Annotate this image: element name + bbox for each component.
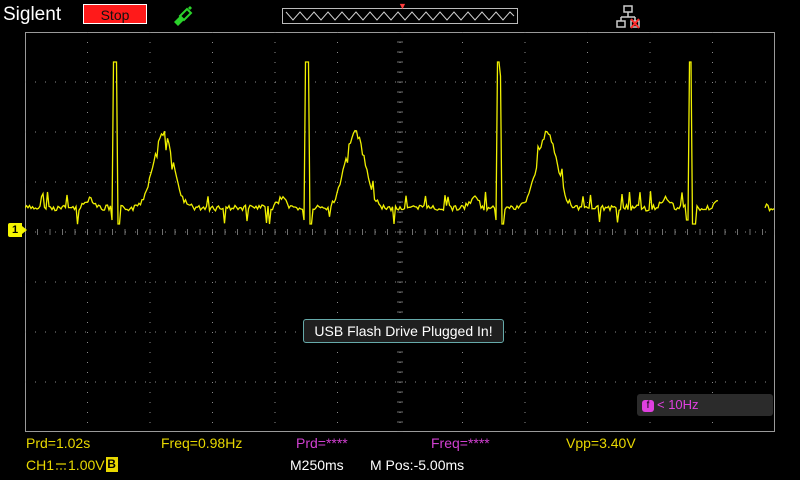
ch1-waveform-trace xyxy=(25,61,719,225)
ch1-waveform-trace-tail xyxy=(764,203,775,212)
trigger-probe-icon xyxy=(174,6,193,26)
measure-frequency-ch2[interactable]: Freq=**** xyxy=(431,435,490,451)
timebase-scale[interactable]: M250ms xyxy=(290,457,344,473)
memory-timeline[interactable] xyxy=(282,8,518,24)
measure-period[interactable]: Prd=1.02s xyxy=(26,435,91,451)
run-stop-indicator[interactable]: Stop xyxy=(83,4,147,24)
top-status-bar: Siglent Stop ▼ xyxy=(0,0,800,32)
ch1-volts-per-div: 1.00V xyxy=(68,457,105,473)
trigger-frequency-status: f < 10Hz xyxy=(637,394,773,416)
usb-notification-popup: USB Flash Drive Plugged In! xyxy=(303,319,504,343)
measure-frequency[interactable]: Freq=0.98Hz xyxy=(161,435,243,451)
ch1-scale-info[interactable]: CH1 1.00V B xyxy=(26,457,118,474)
brand-label: Siglent xyxy=(3,4,62,25)
measure-period-ch2[interactable]: Prd=**** xyxy=(296,435,348,451)
trigger-frequency-value: < 10Hz xyxy=(657,397,699,412)
ch1-offset-marker[interactable]: 1 xyxy=(8,223,27,237)
timeline-waveform-preview xyxy=(285,11,515,21)
scope-graticule[interactable] xyxy=(25,32,775,432)
graticule-gridlines xyxy=(25,32,775,432)
trigger-f-icon: f xyxy=(642,399,654,412)
dc-coupling-icon xyxy=(56,458,67,474)
ch1-label: CH1 xyxy=(26,457,55,473)
measure-vpp[interactable]: Vpp=3.40V xyxy=(566,435,636,451)
network-usb-status-icon xyxy=(616,5,640,29)
bandwidth-limit-badge: B xyxy=(105,457,118,472)
timeline-trigger-cursor-icon: ▼ xyxy=(398,1,407,11)
timebase-position[interactable]: M Pos:-5.00ms xyxy=(370,457,465,473)
